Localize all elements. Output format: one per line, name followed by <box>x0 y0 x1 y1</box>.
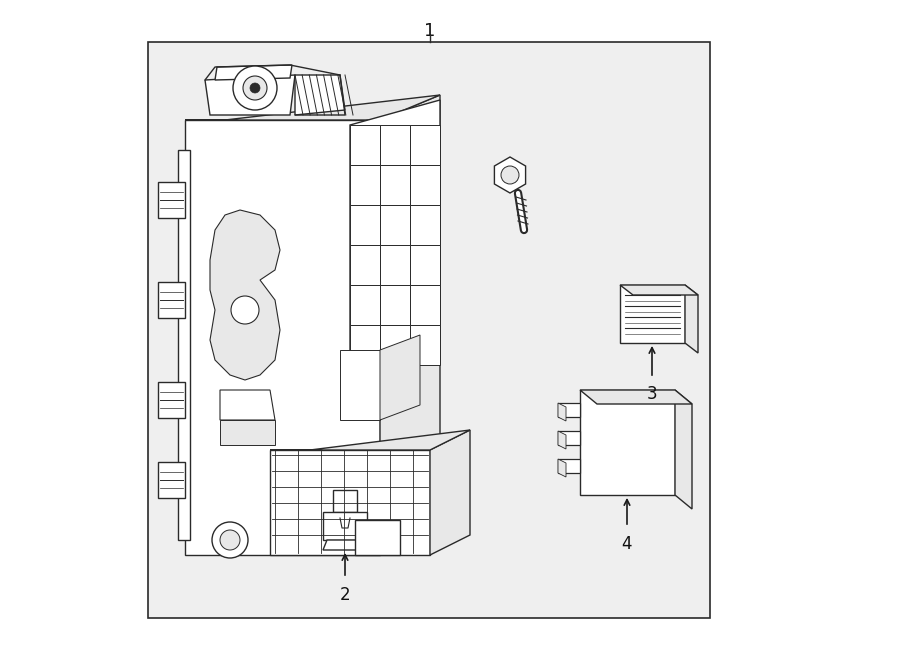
Polygon shape <box>558 459 580 473</box>
Polygon shape <box>205 75 295 115</box>
Polygon shape <box>430 430 470 555</box>
Polygon shape <box>380 125 410 165</box>
Polygon shape <box>350 325 380 365</box>
Polygon shape <box>210 210 280 380</box>
Circle shape <box>212 522 248 558</box>
Text: 2: 2 <box>339 586 350 604</box>
Polygon shape <box>350 285 380 325</box>
Polygon shape <box>380 95 440 555</box>
Polygon shape <box>158 462 185 498</box>
Circle shape <box>250 83 260 93</box>
Circle shape <box>501 166 519 184</box>
Circle shape <box>243 76 267 100</box>
Polygon shape <box>355 520 400 555</box>
Polygon shape <box>410 325 440 365</box>
Polygon shape <box>410 125 440 165</box>
Polygon shape <box>558 431 566 449</box>
Bar <box>148 42 710 618</box>
Polygon shape <box>333 490 357 512</box>
Polygon shape <box>350 205 380 245</box>
Polygon shape <box>270 450 430 555</box>
Polygon shape <box>270 430 470 450</box>
Polygon shape <box>185 120 380 555</box>
Polygon shape <box>558 403 580 417</box>
Polygon shape <box>295 75 345 115</box>
Polygon shape <box>323 512 367 540</box>
Polygon shape <box>410 165 440 205</box>
Polygon shape <box>158 182 185 218</box>
Polygon shape <box>340 350 380 420</box>
Polygon shape <box>380 325 410 365</box>
Polygon shape <box>380 165 410 205</box>
Polygon shape <box>350 245 380 285</box>
Polygon shape <box>350 165 380 205</box>
Text: 3: 3 <box>647 385 657 403</box>
Polygon shape <box>380 205 410 245</box>
Polygon shape <box>675 390 692 509</box>
Circle shape <box>233 66 277 110</box>
Polygon shape <box>380 285 410 325</box>
Polygon shape <box>158 382 185 418</box>
Polygon shape <box>158 282 185 318</box>
Polygon shape <box>323 540 367 550</box>
Polygon shape <box>350 125 380 165</box>
Polygon shape <box>620 285 685 343</box>
Polygon shape <box>620 285 698 295</box>
Polygon shape <box>215 65 292 80</box>
Polygon shape <box>558 459 566 477</box>
Polygon shape <box>580 390 692 404</box>
Polygon shape <box>410 245 440 285</box>
Polygon shape <box>220 390 275 420</box>
Text: 4: 4 <box>622 535 632 553</box>
Polygon shape <box>185 95 440 120</box>
Circle shape <box>231 296 259 324</box>
Polygon shape <box>494 157 526 193</box>
Circle shape <box>220 530 240 550</box>
Polygon shape <box>580 390 675 495</box>
Polygon shape <box>558 431 580 445</box>
Polygon shape <box>685 285 698 353</box>
Polygon shape <box>380 245 410 285</box>
Polygon shape <box>410 285 440 325</box>
Text: 1: 1 <box>424 22 436 40</box>
Polygon shape <box>220 420 275 445</box>
Polygon shape <box>178 150 190 540</box>
Polygon shape <box>410 205 440 245</box>
Polygon shape <box>380 335 420 420</box>
Polygon shape <box>558 403 566 421</box>
Polygon shape <box>350 100 440 365</box>
